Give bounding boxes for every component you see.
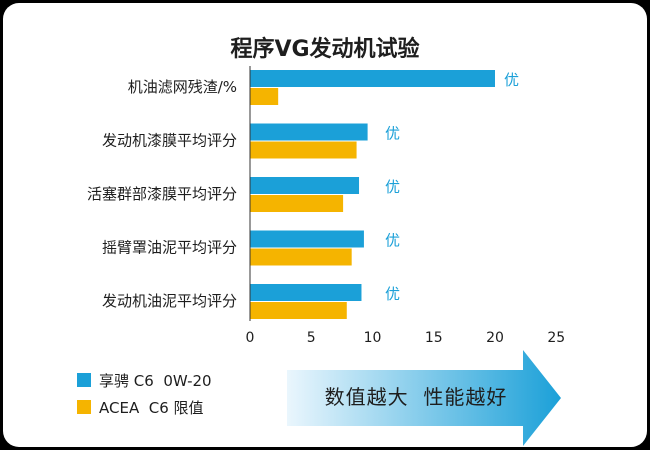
data-label: 优 <box>385 285 400 303</box>
bar-series-2 <box>250 141 357 159</box>
x-tick-label: 10 <box>364 330 382 346</box>
legend-swatch-series-2 <box>77 400 91 414</box>
bar-series-2 <box>250 248 352 266</box>
legend-item-series-1: 享骋 C6 0W-20 <box>77 369 212 391</box>
annotation-text: 数值越大 性能越好 <box>324 385 508 409</box>
chart-title: 程序VG发动机试验 <box>230 37 420 62</box>
x-tick-label: 25 <box>547 330 565 346</box>
arrow-shape <box>287 350 561 446</box>
legend-item-series-2: ACEA C6 限值 <box>77 396 212 418</box>
bar-series-1 <box>250 123 368 141</box>
category-label: 机油滤网残渣/% <box>128 78 237 96</box>
category-label: 活塞群部漆膜平均评分 <box>87 185 237 203</box>
x-tick-label: 0 <box>246 330 255 346</box>
data-label: 优 <box>385 178 400 196</box>
bar-chart: 机油滤网残渣/% 优发动机漆膜平均评分 优活塞群部漆膜平均评分 优摇臂罩油泥平均评分优… <box>87 66 565 346</box>
x-tick-label: 20 <box>486 330 504 346</box>
legend-label-series-2: ACEA C6 限值 <box>99 398 204 417</box>
bar-series-1 <box>250 284 362 301</box>
chart-card: 程序VG发动机试验 机油滤网残渣/% 优发动机漆膜平均评分优活塞群部漆膜平均评分优… <box>3 3 647 447</box>
arrow-banner <box>287 350 561 446</box>
data-label: 优 <box>385 232 400 250</box>
bar-series-1 <box>250 177 360 194</box>
x-tick-label: 5 <box>307 330 316 346</box>
data-label: 优 <box>385 125 400 143</box>
category-label: 摇臂罩油泥平均评分 <box>102 239 237 257</box>
category-label: 发动机油泥平均评分 <box>102 292 237 310</box>
legend: 享骋 C6 0W-20 ACEA C6 限值 <box>77 369 212 423</box>
data-label: 优 <box>504 71 519 89</box>
bar-series-2 <box>250 302 347 319</box>
legend-label-series-1: 享骋 C6 0W-20 <box>99 371 212 390</box>
bar-series-1 <box>250 70 495 87</box>
category-label: 发动机漆膜平均评分 <box>102 132 237 150</box>
bar-series-2 <box>250 195 344 212</box>
bar-series-2 <box>250 88 279 105</box>
x-tick-label: 15 <box>425 330 443 346</box>
legend-swatch-series-1 <box>77 373 91 387</box>
bar-series-1 <box>250 230 364 248</box>
